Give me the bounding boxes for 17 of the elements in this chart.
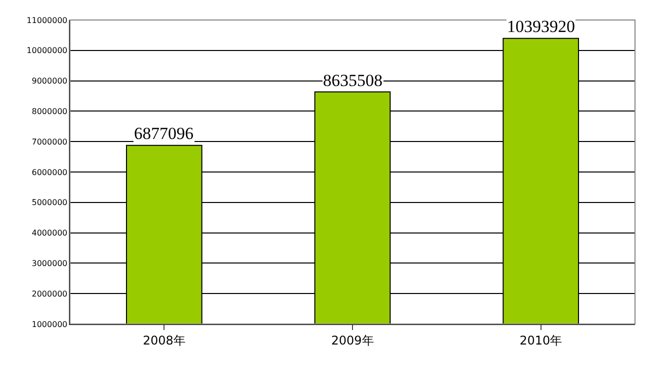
- y-tick-label: 11000000: [26, 16, 68, 25]
- y-tick-label: 4000000: [32, 228, 68, 238]
- x-tick-label: 2008年: [142, 333, 186, 348]
- y-tick-label: 3000000: [32, 259, 68, 268]
- y-tick-label: 8000000: [32, 107, 68, 116]
- data-label: 10393920: [507, 17, 575, 36]
- data-label: 8635508: [323, 71, 382, 90]
- data-label: 6877096: [134, 124, 194, 143]
- y-tick-label: 10000000: [26, 46, 68, 56]
- x-tick-label: 2009年: [331, 333, 374, 348]
- y-tick-label: 9000000: [32, 76, 68, 86]
- y-tick-label: 7000000: [32, 137, 68, 146]
- y-tick-label: 5000000: [32, 198, 68, 208]
- x-tick-label: 2010年: [520, 333, 562, 348]
- y-tick-label: 6000000: [32, 168, 68, 177]
- y-tick-label: 2000000: [32, 289, 68, 298]
- y-tick-label: 1000000: [32, 320, 68, 329]
